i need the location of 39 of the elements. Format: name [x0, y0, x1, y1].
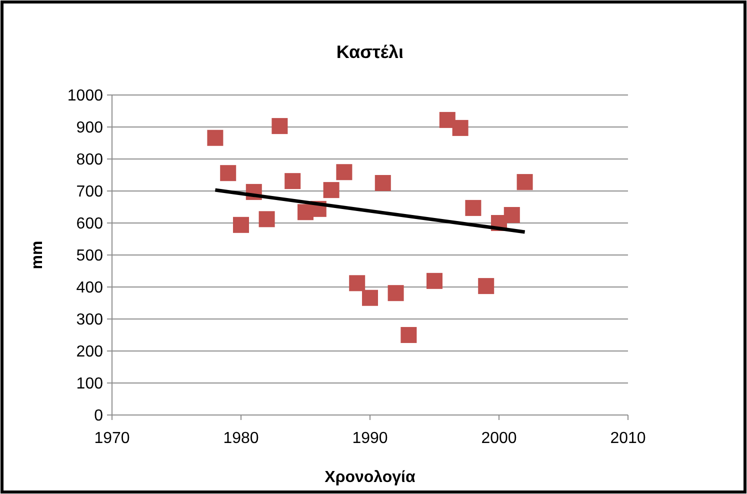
point: [400, 327, 417, 343]
point: [336, 164, 352, 180]
x-tick-label: 2010: [610, 430, 646, 447]
x-axis-title: Χρονολογία: [324, 469, 416, 486]
x-tick-label: 1980: [223, 430, 259, 447]
point: [478, 278, 494, 294]
point: [388, 285, 404, 302]
y-tick-label: 0: [94, 408, 104, 425]
y-tick-label: 600: [76, 216, 104, 233]
y-tick-label: 900: [76, 120, 104, 137]
point: [284, 173, 301, 190]
point: [374, 175, 391, 191]
point: [220, 165, 236, 182]
point: [233, 216, 249, 233]
y-tick-label: 100: [76, 376, 104, 393]
y-tick-label: 400: [76, 280, 104, 297]
y-tick-label: 300: [76, 312, 104, 329]
point: [323, 182, 340, 198]
y-tick-label: 700: [76, 184, 104, 201]
x-tick-label: 2000: [481, 430, 517, 447]
y-tick-label: 800: [76, 152, 104, 169]
x-tick-label: 1990: [352, 430, 388, 447]
point: [207, 130, 224, 146]
point: [426, 272, 442, 289]
point: [258, 211, 275, 228]
point: [439, 112, 456, 128]
point: [516, 174, 533, 190]
point: [452, 120, 468, 136]
point: [272, 118, 288, 134]
x-tick-label: 1970: [94, 430, 130, 447]
y-tick-label: 200: [76, 344, 104, 361]
point: [465, 200, 482, 216]
y-tick-label: 500: [76, 248, 104, 265]
chart-title: Καστέλι: [336, 42, 404, 62]
point: [504, 207, 520, 223]
point: [362, 290, 378, 306]
y-axis-title: mm: [29, 240, 46, 270]
y-tick-label: 1000: [67, 88, 104, 105]
point: [349, 275, 366, 292]
